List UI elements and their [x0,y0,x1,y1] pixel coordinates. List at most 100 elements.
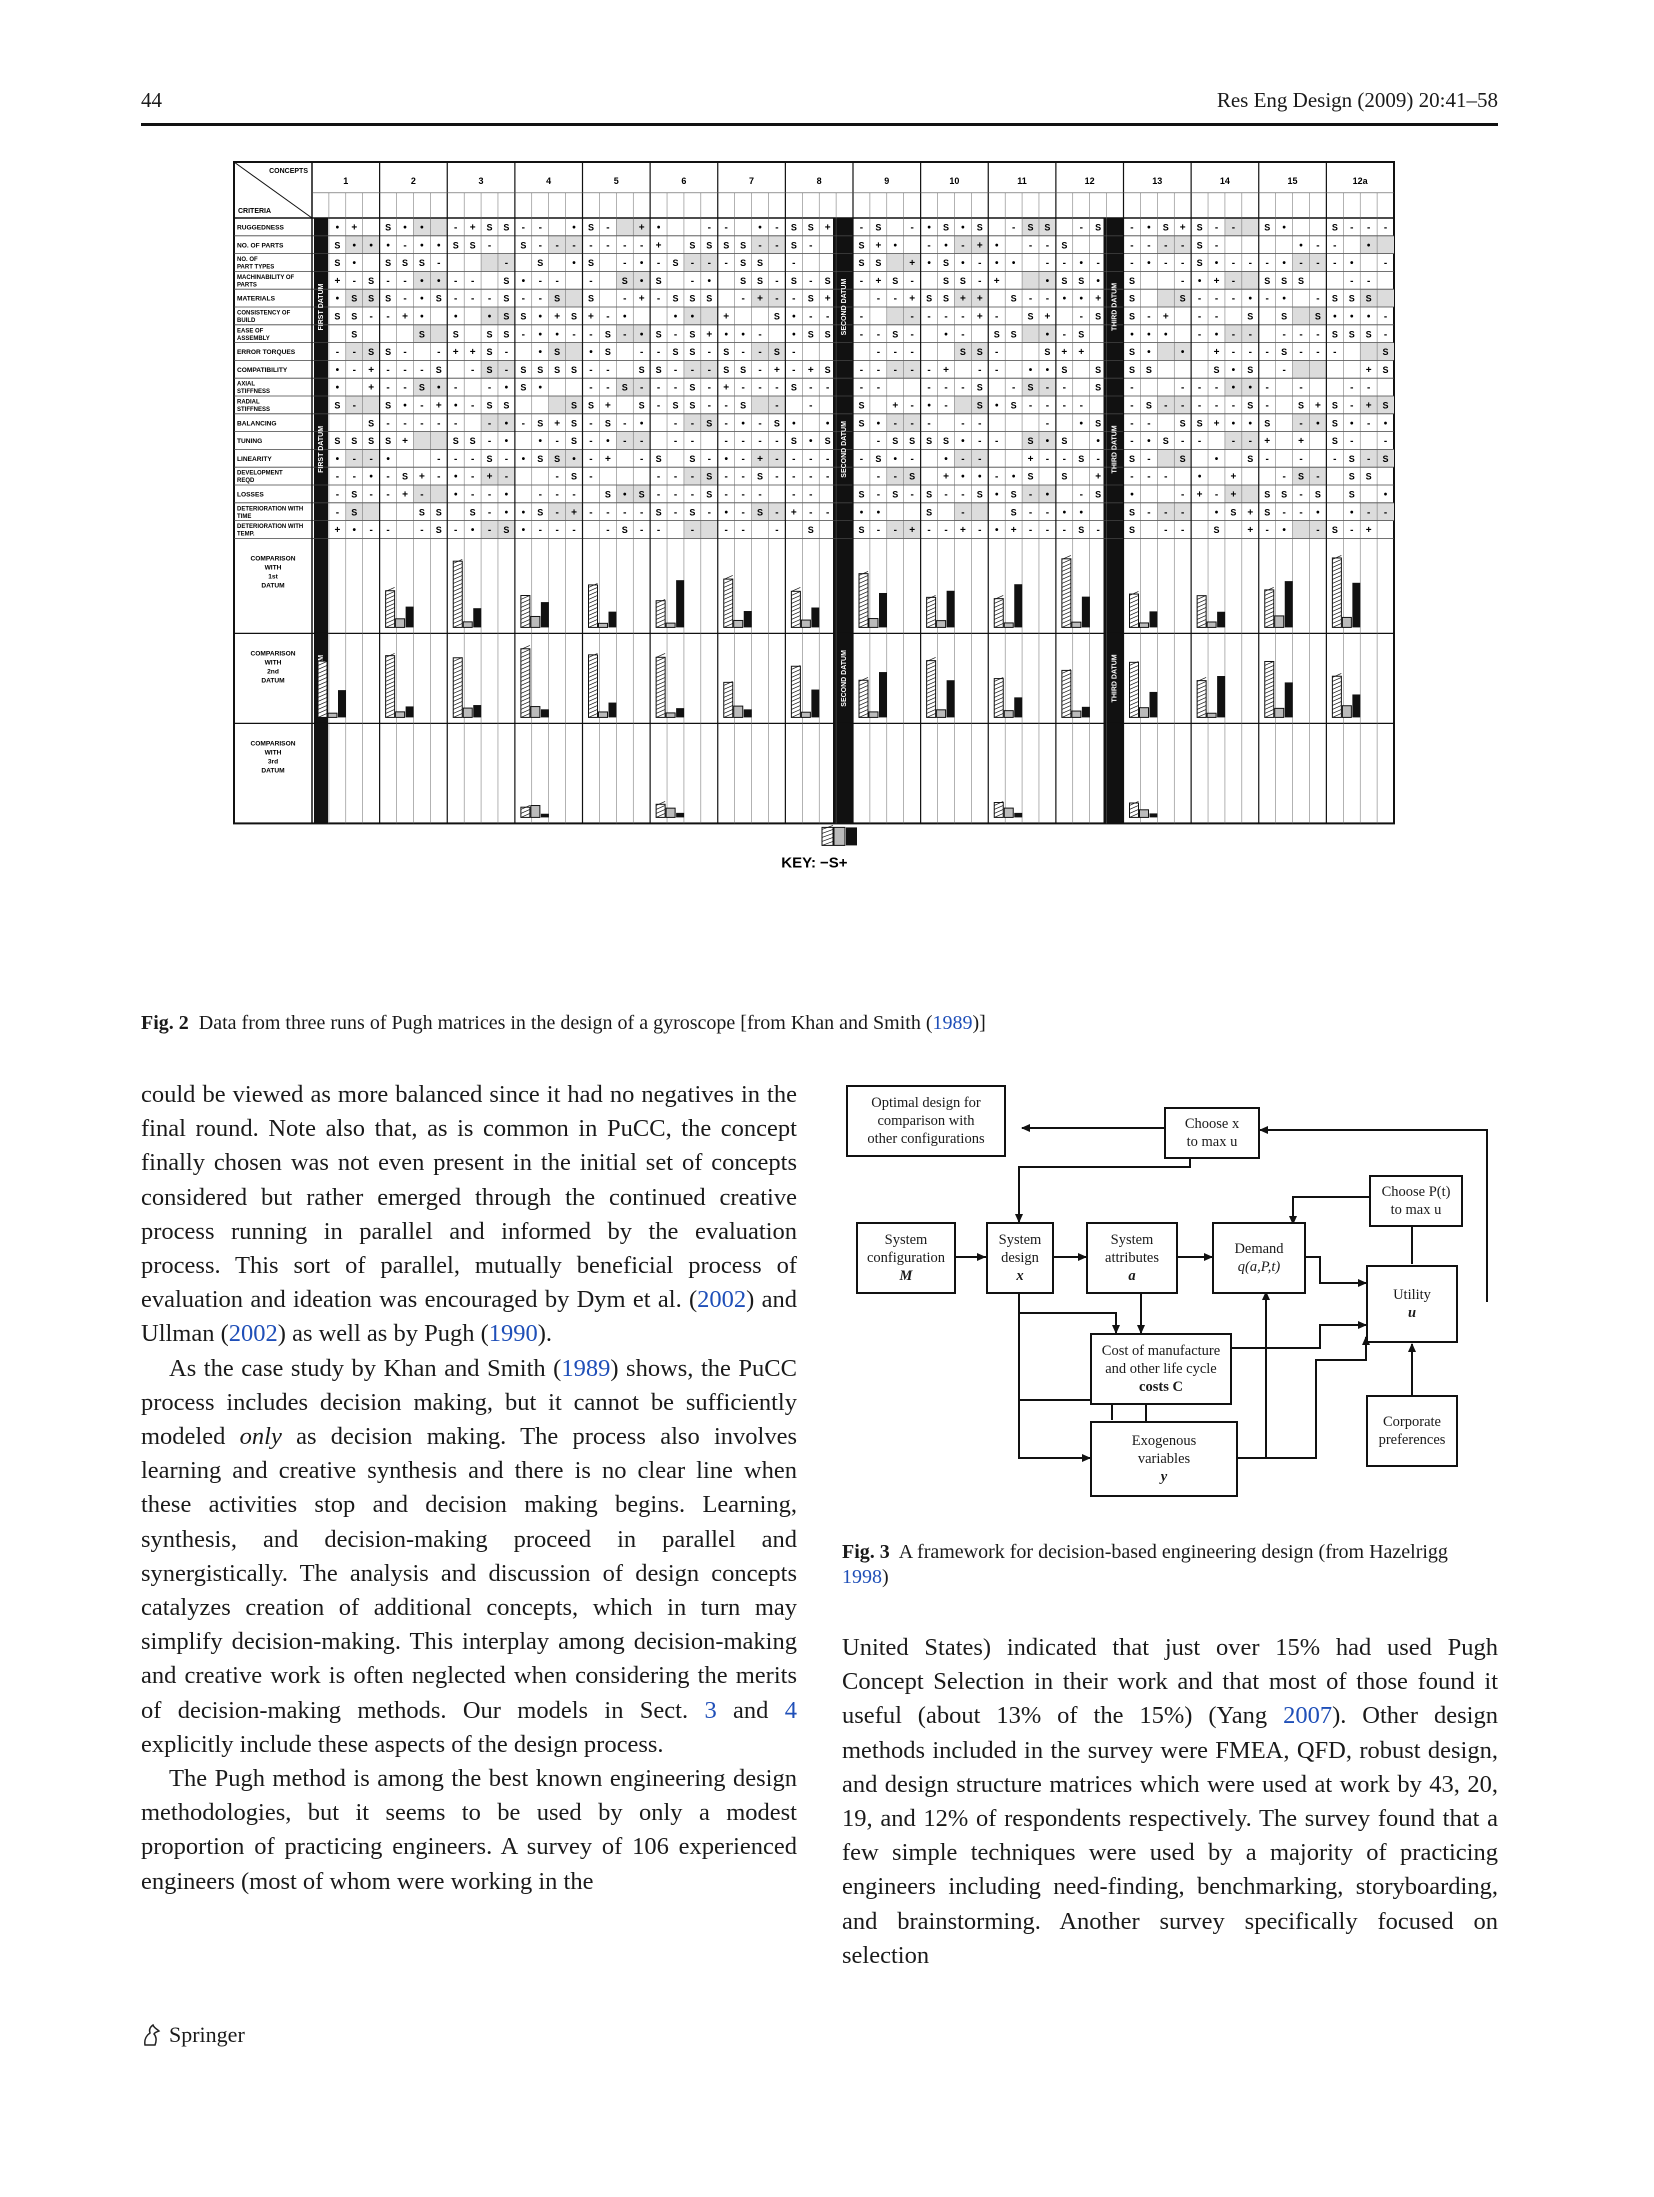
cell-mark: • [1130,490,1134,501]
cell-mark: S [1078,329,1084,339]
bar-hatch [723,607,733,612]
cell-mark: - [1367,418,1370,429]
cell-mark: - [1367,276,1370,287]
cell-mark: S [1095,312,1101,322]
bar-hatch [385,693,395,698]
cell-mark: • [1046,276,1050,287]
bar-hatch [926,701,936,706]
bar-hatch [1129,809,1139,814]
cell-mark: S [588,294,594,304]
cell-mark: - [725,258,728,269]
bar-hatch [385,619,395,624]
cell-mark: - [420,365,423,376]
cell-mark: • [995,525,999,536]
bar-hatch [858,709,869,714]
cell-mark: - [1215,312,1218,323]
bar-hatch [791,669,801,674]
cell-mark: + [909,258,915,269]
figure-2-citation-link[interactable]: 1989 [932,1012,973,1034]
cell-mark: S [554,347,560,357]
bar-hatch [1129,665,1139,670]
bar-hatch [1129,705,1139,710]
bar-hatch [1196,693,1207,698]
cell-mark: S [1129,312,1135,322]
cell-mark: • [1232,418,1236,429]
citation-dym-2002[interactable]: 2002 [697,1286,747,1314]
cell-mark: - [894,294,897,305]
cell-mark: - [1384,312,1387,323]
cell-mark: - [775,223,778,234]
cell-mark: S [487,365,493,375]
cell-mark: S [537,365,543,375]
cell-mark: S [351,436,357,446]
cell-mark: - [758,490,761,501]
cell-mark: - [809,276,812,287]
cell-mark: - [691,365,694,376]
bar-hatch [791,689,801,694]
bar-hatch [1061,701,1072,706]
cell-mark: - [623,507,626,518]
comparison-bar-same [936,620,947,628]
citation-pugh-1990[interactable]: 1990 [488,1320,538,1348]
concept-number: 14 [1220,176,1230,186]
bar-hatch [723,623,733,628]
cell-mark: - [674,436,677,447]
cell-mark: S [858,401,864,411]
cell-mark: - [944,401,947,412]
bar-hatch [791,685,801,690]
cell-mark: - [1333,347,1336,358]
cell-mark: S [419,507,425,517]
box-text: variables [1137,1451,1191,1467]
cell-mark: S [706,294,712,304]
bar-hatch [655,669,666,674]
cell-mark: - [386,312,389,323]
bar-hatch [1332,583,1342,588]
cell-mark: - [792,454,795,465]
cell-mark: • [336,383,340,394]
cell-mark: S [672,294,678,304]
cell-mark: - [522,223,525,234]
cell-mark: S [1011,490,1017,500]
bar-hatch [1061,559,1072,564]
cell-mark: • [437,240,441,251]
concept-number: 6 [681,176,686,186]
bar-hatch [723,693,733,698]
citation-khan-1989[interactable]: 1989 [561,1354,611,1382]
figure-3-citation-link[interactable]: 1998 [842,1566,882,1588]
comparison-bar-plus [473,608,482,628]
cell-mark: S [537,258,543,268]
comparison-bar-plus [676,812,685,818]
cell-mark: S [943,258,949,268]
bar-hatch [791,681,801,686]
citation-ullman-2002[interactable]: 2002 [228,1320,278,1348]
box-text: Utility [1393,1287,1431,1303]
bar-hatch [1332,615,1342,620]
cell-mark: • [927,223,931,234]
section-4-link[interactable]: 4 [784,1696,798,1724]
cell-mark: - [995,365,998,376]
bar-hatch [520,599,531,604]
bar-hatch [1129,709,1139,714]
bar-hatch [520,813,531,818]
box-text: costs C [1139,1379,1183,1395]
bar-hatch [588,673,598,678]
cell-mark: S [1332,223,1338,233]
comparison-bar-plus [676,580,685,628]
comparison-bar-minus [1129,593,1139,628]
cell-mark: S [1349,294,1355,304]
cell-mark: - [555,490,558,501]
citation-yang-2007[interactable]: 2007 [1283,1702,1333,1730]
right-column: United States) indicated that just over … [842,1631,1498,1973]
bar-hatch [520,677,531,682]
bar-hatch [723,713,733,718]
bar-hatch [821,829,834,834]
cell-mark: - [403,383,406,394]
section-3-link[interactable]: 3 [704,1696,717,1724]
bar-hatch [453,693,463,698]
cell-mark: S [1383,365,1389,375]
cell-mark: - [1181,436,1184,447]
cell-mark: S [1366,294,1372,304]
cell-mark: - [1130,472,1133,483]
cell-mark: - [623,240,626,251]
bar-hatch [1332,571,1342,576]
